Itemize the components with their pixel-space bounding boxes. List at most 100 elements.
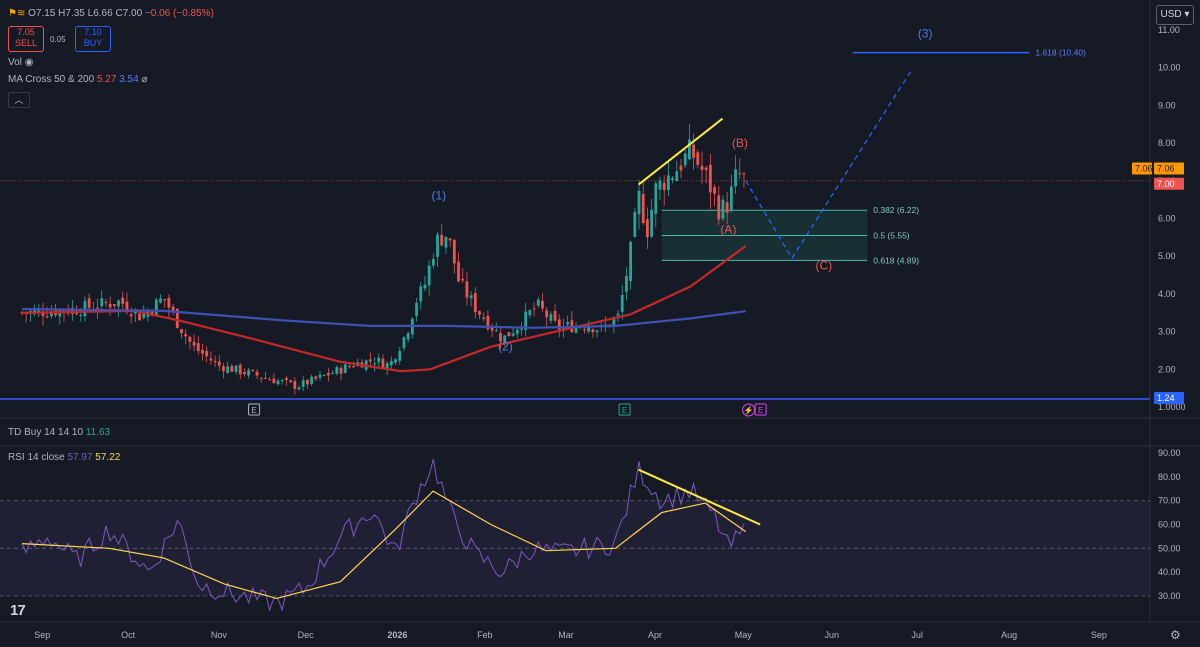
wave-label: (3)	[918, 27, 933, 41]
rsi-tick-label: 70.00	[1158, 496, 1181, 506]
candle-body	[129, 314, 133, 317]
candle-body	[687, 139, 691, 160]
candle-body	[251, 369, 255, 371]
collapse-legend-button[interactable]: ︿	[8, 92, 30, 108]
candle-body	[419, 286, 423, 302]
candle-body	[264, 377, 267, 379]
volume-legend[interactable]: Vol ◉	[8, 57, 34, 68]
candle-body	[331, 373, 335, 375]
candle-body	[121, 297, 125, 304]
eye-off-icon: ◉	[24, 57, 34, 68]
candle-body	[511, 333, 515, 336]
rsi-tick-label: 50.00	[1158, 543, 1181, 553]
candle-body	[553, 310, 557, 321]
candle-body	[289, 380, 293, 382]
last-price-badge-bg	[1154, 177, 1184, 190]
candle-body	[83, 300, 87, 317]
candle-body	[486, 315, 490, 329]
candle-body	[100, 298, 104, 307]
candle-body	[385, 363, 389, 369]
price-tick-label: 6.00	[1158, 214, 1176, 224]
candle-body	[234, 365, 238, 372]
candle-body	[180, 329, 183, 334]
candle-body	[738, 173, 742, 175]
rsi-tick-label: 60.00	[1158, 520, 1181, 530]
candle-body	[427, 265, 431, 286]
candle-body	[490, 325, 494, 331]
candle-body	[587, 327, 591, 332]
candle-body	[150, 311, 154, 314]
candle-body	[436, 234, 439, 257]
candle-body	[96, 307, 99, 309]
candle-body	[549, 314, 553, 321]
candle-body	[196, 343, 200, 352]
rsi-tick-label: 30.00	[1158, 591, 1181, 601]
candle-body	[184, 333, 188, 337]
candle-body	[583, 328, 586, 330]
rsi-tick-label: 80.00	[1158, 472, 1181, 482]
dividend-marker	[742, 403, 756, 417]
candle-body	[272, 378, 276, 384]
candle-body	[276, 380, 280, 385]
candle-body	[377, 357, 381, 363]
candle-body	[226, 366, 230, 373]
candle-body	[557, 319, 561, 330]
candle-body	[713, 187, 716, 194]
candle-body	[641, 194, 645, 223]
candle-body	[591, 329, 595, 333]
candle-body	[335, 367, 339, 374]
candle-body	[398, 350, 402, 361]
candle-body	[692, 144, 695, 158]
candle-body	[637, 190, 641, 215]
candle-body	[520, 328, 523, 330]
td-legend[interactable]: TD Buy 14 14 10 11.63	[8, 427, 111, 438]
candle-body	[41, 312, 45, 316]
candle-body	[654, 183, 658, 214]
candle-body	[452, 239, 456, 264]
candle-body	[507, 332, 511, 337]
candle-body	[734, 169, 737, 187]
price-tick-label: 1.0000	[1158, 402, 1186, 412]
rsi-tick-label: 90.00	[1158, 448, 1181, 458]
candle-body	[268, 379, 272, 381]
buy-button[interactable]: 7.10 BUY	[75, 26, 111, 52]
candle-body	[423, 284, 427, 289]
sell-button[interactable]: 7.05 SELL	[8, 26, 44, 52]
rsi-legend[interactable]: RSI 14 close 57.97 57.22	[8, 452, 121, 463]
time-axis: Sep Oct Nov Dec 2026 Feb Mar Apr May Jun Jul Aug Sep	[34, 630, 1107, 640]
wave-label: (C)	[816, 258, 833, 272]
candle-body	[125, 301, 129, 312]
candle-body	[671, 178, 674, 181]
candle-body	[482, 317, 486, 320]
candle-body	[721, 199, 725, 219]
candle-body	[209, 358, 213, 361]
candle-body	[444, 236, 448, 248]
ma200-line	[21, 307, 746, 329]
candle-body	[633, 211, 637, 237]
candle-body	[297, 387, 301, 390]
ma-legend[interactable]: MA Cross 50 & 200 5.27 3.54 ⌀	[8, 74, 148, 85]
candle-body	[175, 308, 179, 328]
rsi-pane: 30.00 40.00 50.00 60.00 70.00 80.00 90.00	[0, 448, 1181, 612]
candle-body	[108, 303, 112, 308]
candle-body	[230, 366, 234, 372]
support-badge-bg	[1154, 391, 1184, 404]
candle-body	[700, 165, 704, 170]
candle-body	[171, 306, 175, 312]
pre-price-badge: 7.06	[1157, 164, 1175, 174]
candle-body	[280, 380, 284, 382]
currency-selector[interactable]: USD ▾	[1156, 5, 1194, 25]
target-label: 1.618 (10.40)	[1035, 48, 1086, 58]
dropdown-icon: ⌀	[141, 74, 148, 85]
candle-body	[457, 261, 460, 282]
price-tick-label: 10.00	[1158, 63, 1181, 73]
rsi-ma-line	[21, 490, 747, 600]
price-tick-label: 2.00	[1158, 364, 1176, 374]
candle-body	[247, 370, 251, 376]
candle-body	[381, 358, 385, 368]
wave-label: (1)	[432, 189, 447, 203]
candle-body	[742, 173, 746, 175]
time-tick-label: Feb	[477, 630, 493, 640]
settings-gear-icon[interactable]: ⚙	[1170, 628, 1181, 642]
